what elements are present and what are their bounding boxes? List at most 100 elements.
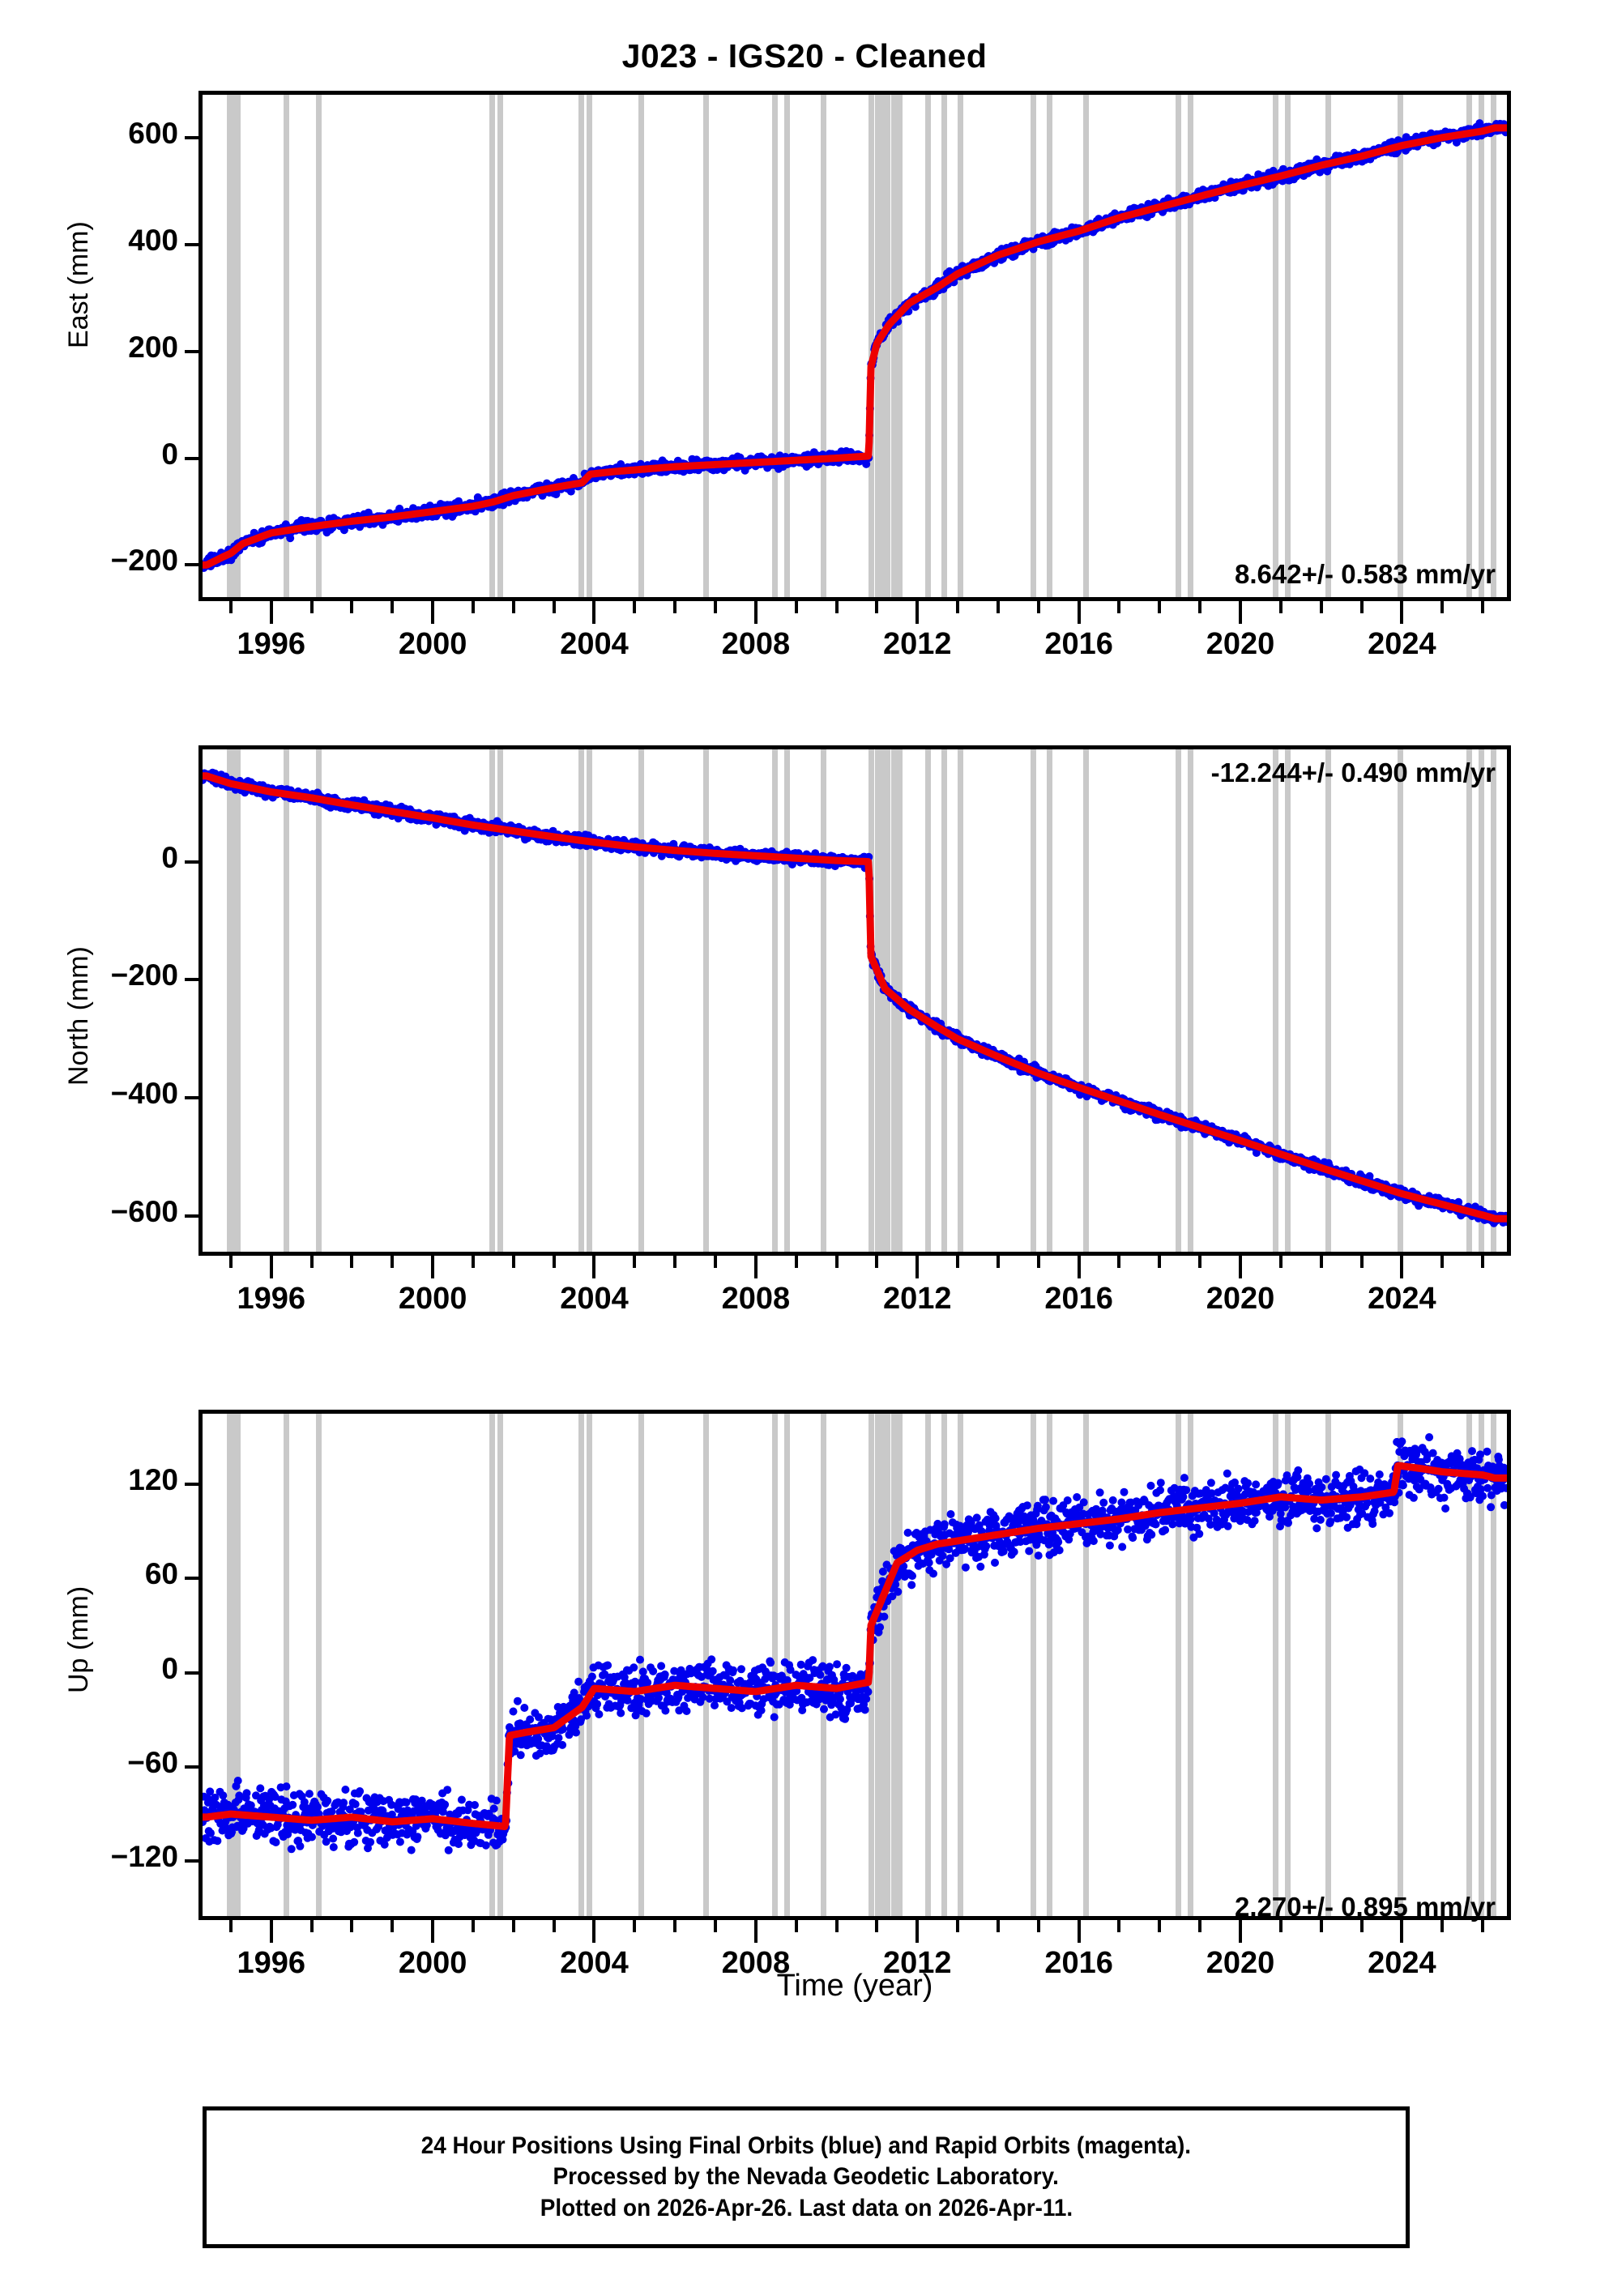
x-tick-label: 2024 xyxy=(1368,1946,1436,1980)
step-epoch-line xyxy=(885,1414,891,1916)
x-tick-minor xyxy=(511,601,515,613)
x-tick-major xyxy=(1400,1256,1404,1278)
step-epoch-line xyxy=(925,1414,932,1916)
panel-east: East (mm) 8.642+/- 0.583 mm/yr xyxy=(0,0,1609,672)
step-epoch-line xyxy=(885,95,891,597)
step-epoch-line xyxy=(230,749,237,1252)
step-epoch-line xyxy=(1046,95,1052,597)
x-tick-minor xyxy=(714,601,718,613)
x-tick-label: 2008 xyxy=(721,1282,791,1316)
panel-up: Up (mm) 2.270+/- 0.895 mm/yr xyxy=(63,1410,1511,1922)
x-tick-major xyxy=(753,601,758,624)
step-epoch-line xyxy=(1030,749,1036,1252)
data-series-east xyxy=(203,119,1507,572)
x-tick-minor xyxy=(1117,601,1121,613)
x-tick-minor xyxy=(875,1256,879,1268)
x-tick-minor xyxy=(714,1256,718,1268)
x-tick-minor xyxy=(834,601,839,613)
step-epoch-line xyxy=(771,1414,778,1916)
step-epoch-line xyxy=(941,1414,948,1916)
step-epoch-line xyxy=(925,749,932,1252)
x-tick-label: 1996 xyxy=(237,627,305,661)
step-epoch-line xyxy=(881,95,887,597)
x-tick-minor xyxy=(956,1920,960,1932)
x-tick-major xyxy=(1077,1256,1081,1278)
y-tick-label: 200 xyxy=(128,330,178,364)
step-epoch-line xyxy=(283,749,289,1252)
step-epoch-line xyxy=(1272,749,1278,1252)
step-epoch-line xyxy=(1272,1414,1278,1916)
y-tick-label: 120 xyxy=(128,1463,178,1497)
step-epoch-line xyxy=(578,95,584,597)
x-tick-minor xyxy=(996,1256,1000,1268)
x-tick-minor xyxy=(1359,1920,1364,1932)
x-tick-minor xyxy=(309,601,314,613)
x-tick-minor xyxy=(1319,601,1323,613)
x-tick-major xyxy=(592,1920,596,1943)
step-epoch-line xyxy=(941,95,948,597)
step-epoch-line xyxy=(1176,95,1182,597)
x-tick-major xyxy=(1400,1920,1404,1943)
x-tick-major xyxy=(1239,1256,1243,1278)
x-tick-minor xyxy=(391,1920,395,1932)
x-tick-minor xyxy=(511,1920,515,1932)
x-tick-minor xyxy=(1359,601,1364,613)
step-epoch-line xyxy=(941,749,948,1252)
x-tick-minor xyxy=(471,1920,475,1932)
step-epoch-line xyxy=(874,749,881,1252)
x-tick-major xyxy=(269,601,273,624)
step-epoch-line xyxy=(497,95,503,597)
x-tick-minor xyxy=(673,1256,677,1268)
x-tick-minor xyxy=(1319,1920,1323,1932)
x-tick-minor xyxy=(794,601,798,613)
step-epoch-line xyxy=(1082,1414,1089,1916)
x-tick-minor xyxy=(471,601,475,613)
x-tick-label: 2016 xyxy=(1044,1282,1113,1316)
step-epoch-line xyxy=(1491,95,1497,597)
step-epoch-line xyxy=(283,95,289,597)
y-tick-mark xyxy=(185,563,203,567)
footer-line-3: Plotted on 2026-Apr-26. Last data on 202… xyxy=(540,2194,1073,2221)
step-epoch-line xyxy=(1188,95,1194,597)
x-tick-minor xyxy=(875,1920,879,1932)
step-epoch-line xyxy=(489,749,495,1252)
step-epoch-line xyxy=(1466,1414,1473,1916)
data-series-up xyxy=(203,1433,1507,1854)
x-tick-minor xyxy=(228,601,233,613)
model-fit-line xyxy=(203,772,1507,1223)
x-tick-minor xyxy=(552,1256,556,1268)
step-epoch-line xyxy=(1491,1414,1497,1916)
x-tick-minor xyxy=(1036,1256,1040,1268)
x-tick-major xyxy=(269,1920,273,1943)
y-tick-mark xyxy=(185,1671,203,1675)
x-tick-label: 2012 xyxy=(882,1282,952,1316)
step-epoch-line xyxy=(703,95,710,597)
step-epoch-line xyxy=(1398,749,1404,1252)
step-epoch-line xyxy=(1176,749,1182,1252)
x-tick-minor xyxy=(552,601,556,613)
x-tick-minor xyxy=(633,601,637,613)
x-tick-minor xyxy=(1278,1920,1283,1932)
x-tick-minor xyxy=(1319,1256,1323,1268)
x-tick-major xyxy=(915,601,920,624)
y-tick-label: 0 xyxy=(161,437,178,471)
step-epoch-line xyxy=(226,749,233,1252)
x-tick-minor xyxy=(350,1256,354,1268)
step-epoch-line xyxy=(315,749,322,1252)
x-tick-minor xyxy=(956,601,960,613)
x-tick-minor xyxy=(511,1256,515,1268)
x-tick-minor xyxy=(1117,1920,1121,1932)
plot-frame-north xyxy=(198,745,1511,1256)
x-tick-label: 1996 xyxy=(237,1282,305,1316)
step-epoch-line xyxy=(820,95,826,597)
step-epoch-line xyxy=(897,1414,903,1916)
y-tick-label: −60 xyxy=(127,1745,178,1779)
x-tick-label: 1996 xyxy=(237,1946,305,1980)
step-epoch-line xyxy=(586,749,592,1252)
x-tick-minor xyxy=(875,601,879,613)
y-tick-mark xyxy=(185,1483,203,1487)
x-tick-major xyxy=(753,1920,758,1943)
step-epoch-line xyxy=(234,1414,241,1916)
step-epoch-line xyxy=(958,95,964,597)
x-tick-minor xyxy=(1359,1256,1364,1268)
